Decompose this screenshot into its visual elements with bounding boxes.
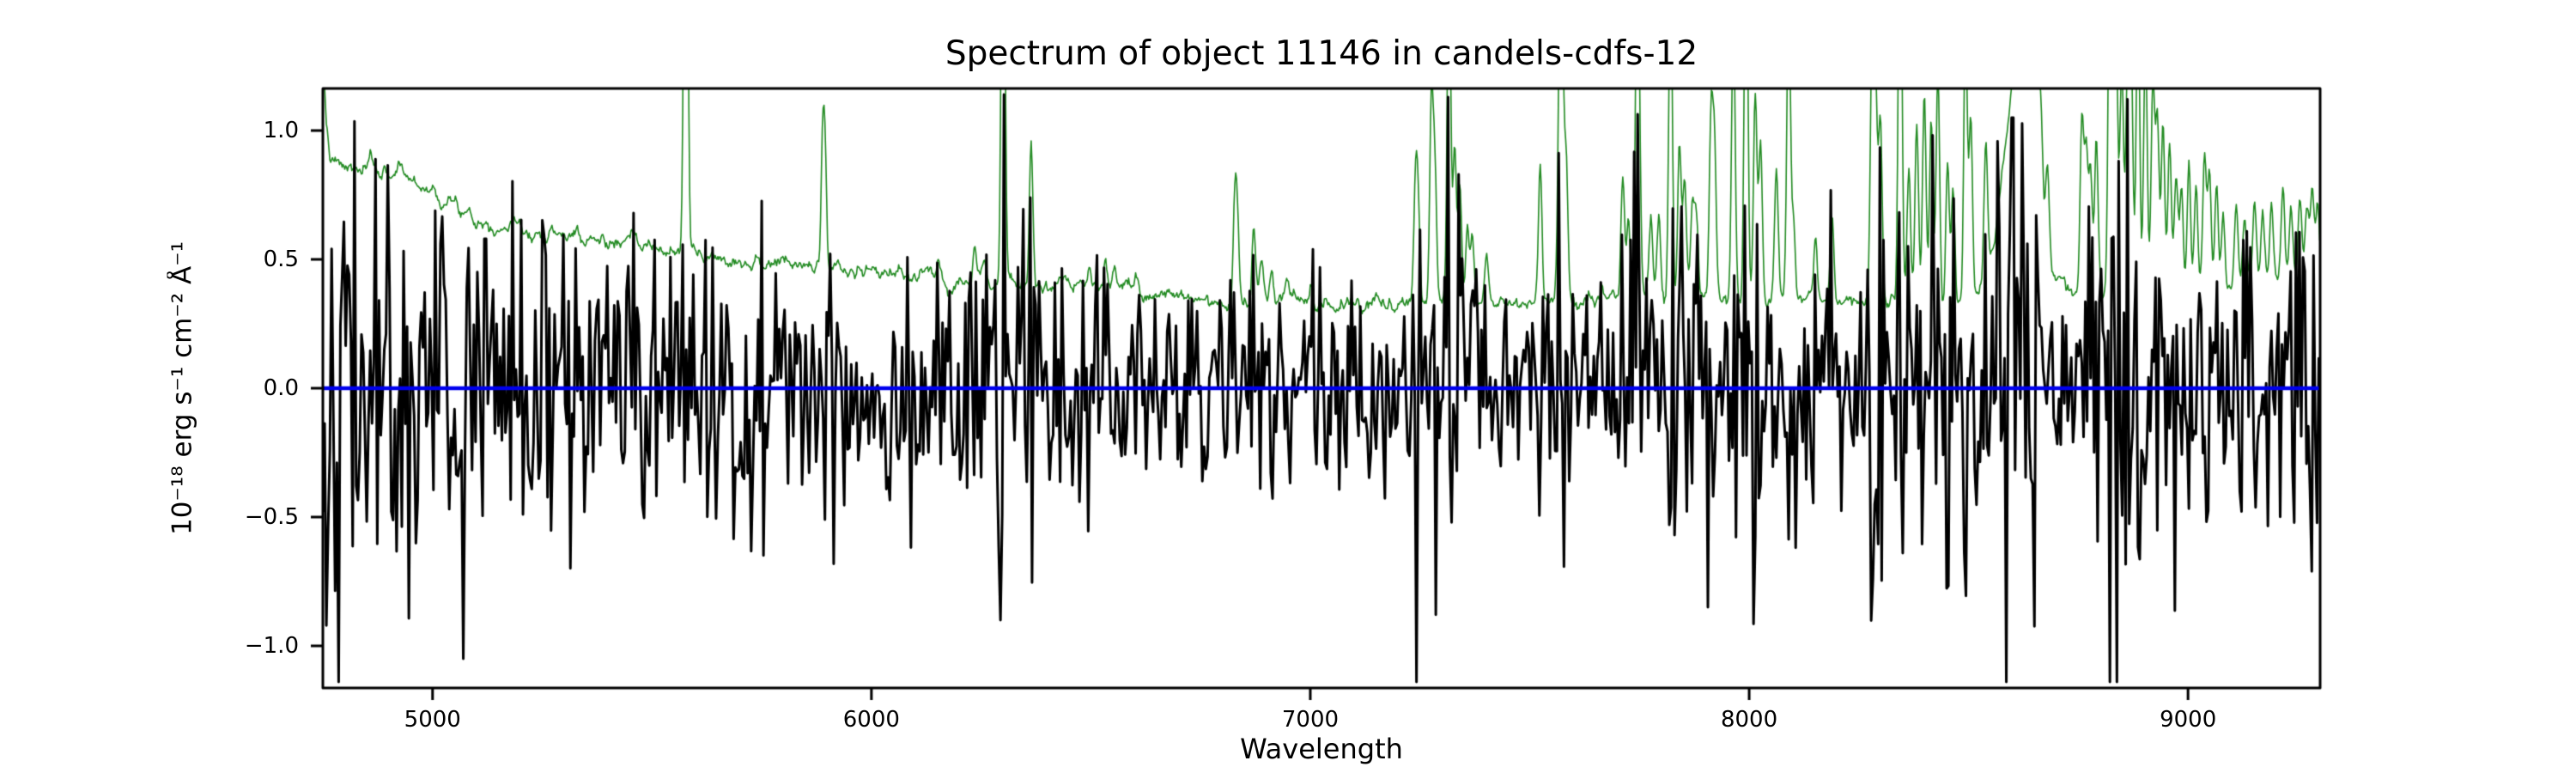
x-tick-label: 8000 — [1720, 707, 1778, 733]
x-axis-label: Wavelength — [1240, 733, 1403, 765]
y-tick-label: −1.0 — [244, 633, 299, 660]
chart-title: Spectrum of object 11146 in candels-cdfs… — [945, 34, 1698, 73]
y-tick-label: 1.0 — [263, 117, 299, 143]
x-tick-label: 6000 — [842, 707, 900, 733]
x-tick-label: 7000 — [1281, 707, 1340, 733]
x-tick-label: 5000 — [404, 707, 461, 733]
x-tick-label: 9000 — [2160, 707, 2217, 733]
y-tick-label: 0.0 — [263, 375, 299, 401]
y-tick-label: 0.5 — [263, 246, 299, 272]
y-tick-label: −0.5 — [244, 504, 299, 531]
